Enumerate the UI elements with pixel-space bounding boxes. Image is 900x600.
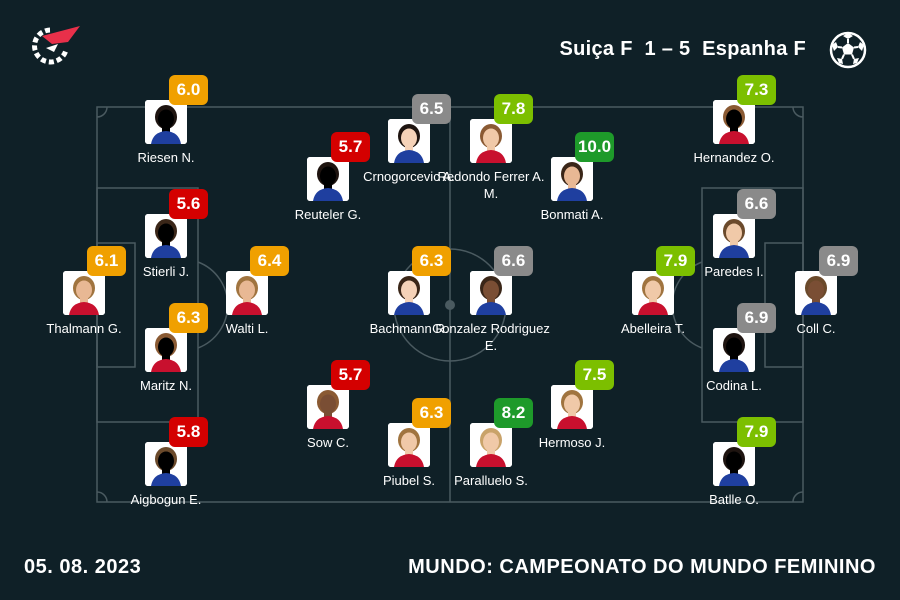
player-rating-badge: 7.5	[575, 360, 614, 390]
player-rating-badge: 5.6	[169, 189, 208, 219]
soccer-ball-icon	[829, 31, 867, 69]
player-photo	[470, 423, 512, 467]
player-name: Redondo Ferrer A. M.	[437, 169, 545, 201]
player-photo	[632, 271, 674, 315]
player-photo	[63, 271, 105, 315]
player-photo	[145, 442, 187, 486]
player-name: Riesen N.	[137, 150, 195, 165]
player-rating-badge: 7.3	[737, 75, 776, 105]
player-photo	[388, 271, 430, 315]
player-photo	[226, 271, 268, 315]
player-rating-badge: 6.3	[412, 246, 451, 276]
player-rating-badge: 6.1	[87, 246, 126, 276]
player-name: Paredes I.	[704, 264, 764, 279]
player-name: Bonmati A.	[540, 207, 604, 222]
player-rating-badge: 6.3	[169, 303, 208, 333]
player-rating-badge: 6.9	[819, 246, 858, 276]
player-rating-badge: 6.9	[737, 303, 776, 333]
player-photo	[470, 271, 512, 315]
player-rating-badge: 5.8	[169, 417, 208, 447]
player-rating-badge: 5.7	[331, 360, 370, 390]
player-name: Reuteler G.	[294, 207, 362, 222]
player-name: Hermoso J.	[538, 435, 606, 450]
player-photo	[145, 214, 187, 258]
player-rating-badge: 5.7	[331, 132, 370, 162]
player-rating-badge: 6.6	[737, 189, 776, 219]
player-photo	[145, 328, 187, 372]
player-rating-badge: 6.3	[412, 398, 451, 428]
player-name: Aigbogun E.	[130, 492, 202, 507]
match-score: Suiça F 1 – 5 Espanha F	[560, 38, 807, 61]
player-rating-badge: 7.8	[494, 94, 533, 124]
player-name: Thalmann G.	[46, 321, 122, 336]
home-team-name: Suiça F	[559, 38, 633, 60]
player-photo	[551, 157, 593, 201]
player-name: Walti L.	[225, 321, 269, 336]
player-name: Crnogorcevic A.	[363, 169, 455, 184]
player-name: Paralluelo S.	[454, 473, 528, 488]
player-photo	[713, 100, 755, 144]
player-rating-badge: 6.4	[250, 246, 289, 276]
player-name: Maritz N.	[140, 378, 192, 393]
player-photo	[551, 385, 593, 429]
player-name: Coll C.	[796, 321, 836, 336]
player-photo	[388, 119, 430, 163]
player-photo	[713, 214, 755, 258]
player-photo	[470, 119, 512, 163]
player-rating-badge: 6.0	[169, 75, 208, 105]
player-rating-badge: 7.9	[737, 417, 776, 447]
player-photo	[307, 157, 349, 201]
player-name: Hernandez O.	[693, 150, 775, 165]
away-team-name: Espanha F	[702, 38, 806, 60]
player-rating-badge: 8.2	[494, 398, 533, 428]
flashscore-logo-icon	[32, 26, 80, 65]
player-name: Piubel S.	[382, 473, 436, 488]
player-photo	[145, 100, 187, 144]
match-date: 05. 08. 2023	[24, 556, 142, 578]
player-name: Bachmann R.	[369, 321, 449, 336]
player-name: Abelleira T.	[620, 321, 686, 336]
player-photo	[713, 442, 755, 486]
player-photo	[388, 423, 430, 467]
player-photo	[795, 271, 837, 315]
player-rating-badge: 10.0	[575, 132, 614, 162]
player-photo	[713, 328, 755, 372]
player-name: Sow C.	[307, 435, 349, 450]
player-rating-badge: 6.5	[412, 94, 451, 124]
player-rating-badge: 7.9	[656, 246, 695, 276]
player-name: Batlle O.	[709, 492, 759, 507]
player-rating-badge: 6.6	[494, 246, 533, 276]
player-name: Stierli J.	[142, 264, 190, 279]
player-name: Codina L.	[706, 378, 762, 393]
player-photo	[307, 385, 349, 429]
score-value: 1 – 5	[644, 38, 691, 60]
player-name: Gonzalez Rodriguez E.	[432, 321, 550, 353]
competition-name: MUNDO: CAMPEONATO DO MUNDO FEMININO	[408, 556, 876, 578]
